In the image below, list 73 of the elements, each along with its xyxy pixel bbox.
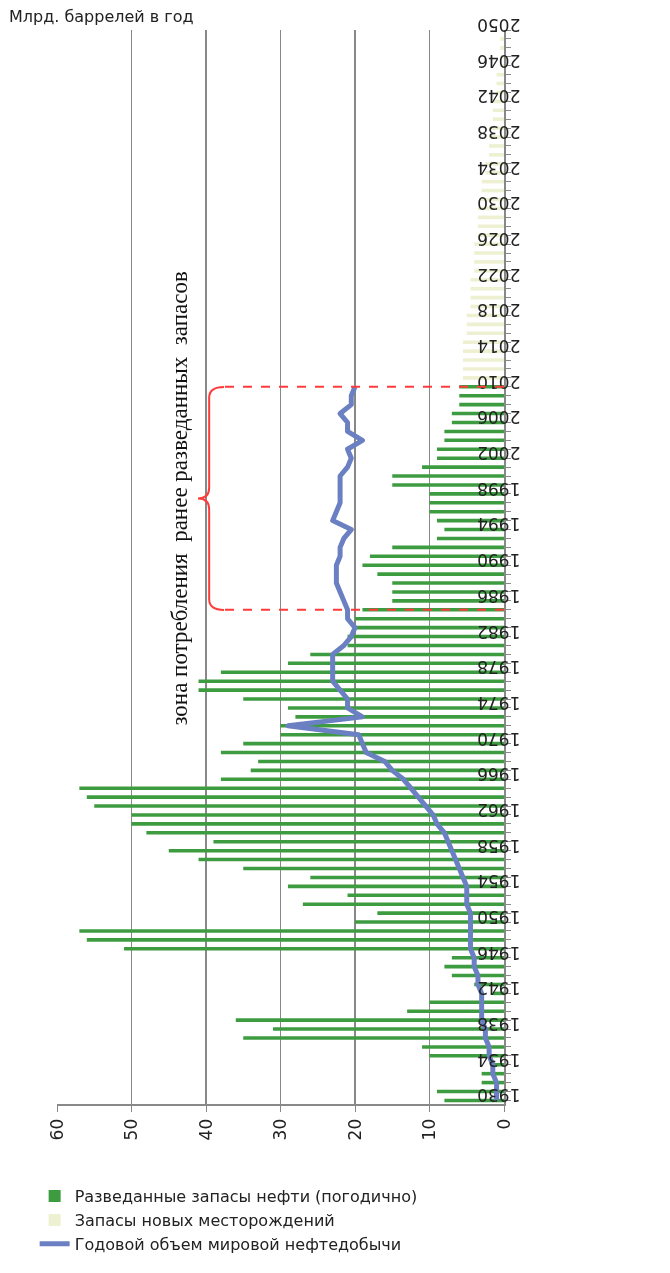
y-tick-label: 2046 [477,50,521,71]
bar [243,1036,504,1040]
bar [146,831,504,835]
bar [198,679,504,683]
y-tick-label: 2042 [477,86,521,107]
legend-label: Разведанные запасы нефти (погодично) [74,1187,418,1207]
y-tick-label: 1974 [477,692,521,713]
y-tick-label: 1962 [477,799,521,820]
y-tick-label: 2050 [477,14,521,35]
y-tick-label: 1970 [477,728,521,749]
bar [489,144,504,148]
x-tick-label: 10 [419,1118,440,1141]
bar [198,688,504,692]
bar [463,358,504,362]
bar [302,902,504,906]
y-tick-label: 2026 [477,229,521,250]
bar [474,260,504,264]
y-tick-label: 2002 [477,443,521,464]
bar [422,465,504,469]
bar [474,251,504,255]
bar [459,393,504,398]
x-tick-label: 60 [46,1118,67,1141]
x-tick-label: 20 [344,1118,365,1141]
y-tick-label: 1990 [477,550,521,571]
legend-label: Запасы новых месторождений [74,1211,335,1231]
y-tick-label: 2030 [477,193,521,214]
bar [347,893,504,898]
bar [407,1009,504,1014]
bar [377,572,504,576]
annotation: зона потребления ранее разведанных запасов [167,271,192,726]
y-tick-label: 1998 [477,478,521,499]
bar [86,795,504,799]
x-tick-label: 0 [493,1118,514,1130]
y-tick-label: 1946 [477,942,521,963]
y-tick-label: 1994 [477,514,521,535]
bar [79,929,504,933]
bar [429,500,504,505]
bar [477,224,504,229]
y-tick-label: 1966 [477,764,521,785]
legend-label: Годовой объем мировой нефтедобычи [74,1234,402,1254]
y-tick-label: 1982 [477,621,521,642]
y-tick-label: 1978 [477,657,521,678]
y-tick-label: 2018 [477,300,521,321]
y-tick-label: 1930 [477,1085,521,1106]
y-tick-label: 2014 [477,336,521,357]
bar [422,1045,504,1049]
bar [500,37,504,41]
bar [492,117,504,121]
bar [79,786,504,791]
bar [392,581,504,585]
bar [392,474,504,478]
x-tick-label: 50 [121,1118,142,1141]
bar [86,938,504,942]
bar [131,822,504,826]
y-tick-label: 2006 [477,407,521,428]
y-tick-label: 1942 [477,978,521,999]
y-tick-label: 2034 [477,157,521,178]
bar [489,153,504,157]
y-tick-label: 1954 [477,871,521,892]
y-tick-label: 1934 [477,1049,521,1070]
y-tick-label: 2010 [477,371,521,392]
y-tick-label: 2038 [477,121,521,142]
bar [355,616,504,621]
y-tick-label: 1938 [477,1014,521,1035]
x-tick-label: 30 [270,1118,291,1141]
x-tick-label: 40 [195,1118,216,1141]
bar [500,46,504,50]
y-tick-label: 2022 [477,264,521,285]
y-tick-label: 1958 [477,835,521,856]
y-tick-label: 1986 [477,585,521,606]
y-tick-label: 1950 [477,906,521,927]
bar [463,367,504,371]
x-axis-title: Млрд. баррелей в год [9,7,194,26]
